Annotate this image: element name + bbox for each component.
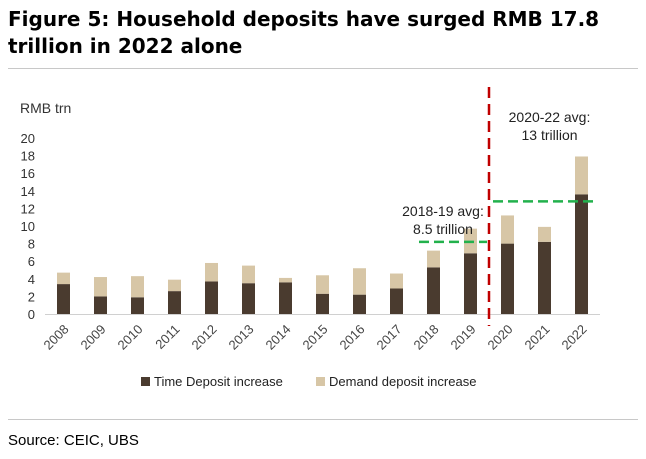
x-tick-label: 2014 [263,322,294,353]
x-tick-label: 2011 [152,322,182,352]
bar-time-deposit-2020 [501,243,514,314]
x-tick-label: 2013 [226,322,257,353]
bar-demand-deposit-2021 [538,226,551,242]
bar-demand-deposit-2018 [427,250,440,268]
legend-swatch-time-deposit [141,377,150,386]
x-tick-label: 2022 [559,322,590,353]
bar-demand-deposit-2020 [501,215,514,244]
x-tick-label: 2020 [485,322,516,353]
bar-time-deposit-2017 [390,288,403,314]
bar-time-deposit-2018 [427,267,440,314]
x-tick-label: 2012 [189,322,220,353]
y-tick-label: 14 [21,184,35,199]
bar-demand-deposit-2014 [279,277,292,283]
y-tick-label: 18 [21,149,35,164]
bar-demand-deposit-2015 [316,275,329,294]
y-tick-label: 0 [28,307,35,322]
bar-time-deposit-2011 [168,291,181,314]
bar-demand-deposit-2008 [57,272,70,285]
title-divider [8,68,638,69]
bar-time-deposit-2013 [242,283,255,314]
bar-time-deposit-2015 [316,293,329,314]
bar-time-deposit-2022 [575,194,588,314]
y-tick-label: 8 [28,237,35,252]
bar-time-deposit-2009 [94,296,107,314]
footer-divider [8,419,638,420]
legend-swatch-demand-deposit [316,377,325,386]
y-tick-label: 2 [28,289,35,304]
bar-demand-deposit-2011 [168,279,181,292]
bar-time-deposit-2008 [57,284,70,314]
x-tick-label: 2009 [78,322,109,353]
bar-time-deposit-2021 [538,241,551,314]
bar-time-deposit-2016 [353,294,366,314]
legend-label-time-deposit: Time Deposit increase [154,374,283,389]
bar-demand-deposit-2016 [353,268,366,295]
avg-label-line1: 2018-19 avg: [402,203,484,219]
bar-demand-deposit-2010 [131,276,144,298]
avg-label-line2: 8.5 trillion [413,221,473,237]
bar-time-deposit-2010 [131,297,144,314]
x-tick-label: 2018 [411,322,442,353]
x-tick-label: 2008 [41,322,72,353]
y-tick-label: 16 [21,166,35,181]
y-tick-label: 10 [21,219,35,234]
bar-time-deposit-2014 [279,282,292,314]
x-tick-label: 2015 [300,322,331,353]
y-axis-label: RMB trn [20,100,71,116]
bar-demand-deposit-2013 [242,265,255,284]
avg-label-line1: 2020-22 avg: [509,109,591,125]
figure-title: Figure 5: Household deposits have surged… [8,7,600,58]
bar-demand-deposit-2022 [575,156,588,195]
y-tick-label: 20 [21,131,35,146]
x-tick-label: 2021 [522,322,553,353]
y-tick-label: 12 [21,201,35,216]
bar-time-deposit-2012 [205,281,218,314]
x-tick-label: 2010 [115,322,146,353]
y-tick-label: 4 [28,272,35,287]
source-note: Source: CEIC, UBS [8,432,139,449]
bar-demand-deposit-2017 [390,273,403,289]
bar-demand-deposit-2009 [94,277,107,297]
x-tick-label: 2017 [374,322,405,353]
y-tick-label: 6 [28,254,35,269]
x-tick-label: 2019 [448,322,479,353]
bar-time-deposit-2019 [464,253,477,314]
bar-demand-deposit-2012 [205,262,218,282]
x-tick-label: 2016 [337,322,368,353]
legend-label-demand-deposit: Demand deposit increase [329,374,476,389]
avg-label-line2: 13 trillion [521,127,577,143]
